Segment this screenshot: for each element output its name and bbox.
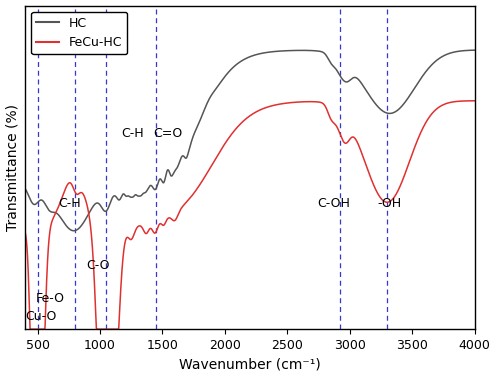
Text: Fe-O: Fe-O xyxy=(36,293,65,305)
FeCu-HC xyxy=(435,105,441,110)
FeCu-HC xyxy=(28,327,34,331)
FeCu-HC xyxy=(458,99,464,103)
X-axis label: Wavenumber (cm⁻¹): Wavenumber (cm⁻¹) xyxy=(179,357,321,371)
FeCu-HC xyxy=(236,123,242,128)
FeCu-HC xyxy=(215,153,221,158)
Line: FeCu-HC: FeCu-HC xyxy=(25,101,475,329)
HC xyxy=(215,84,221,89)
HC xyxy=(22,186,28,191)
FeCu-HC xyxy=(472,98,478,103)
FeCu-HC xyxy=(211,159,217,164)
FeCu-HC xyxy=(22,230,28,235)
Text: C-OH: C-OH xyxy=(317,197,350,210)
Text: C-H: C-H xyxy=(121,127,144,140)
Text: C-H: C-H xyxy=(58,197,81,210)
HC xyxy=(71,228,77,233)
HC xyxy=(458,49,464,53)
HC xyxy=(211,89,217,93)
Line: HC: HC xyxy=(25,50,475,231)
HC xyxy=(236,61,242,65)
Text: C-O: C-O xyxy=(86,259,110,272)
Legend: HC, FeCu-HC: HC, FeCu-HC xyxy=(31,12,127,54)
HC xyxy=(472,48,478,52)
Text: Cu-O: Cu-O xyxy=(25,310,57,323)
Y-axis label: Transmittance (%): Transmittance (%) xyxy=(5,104,19,231)
Text: C=O: C=O xyxy=(154,127,183,140)
HC xyxy=(349,77,355,81)
FeCu-HC xyxy=(349,135,355,139)
HC xyxy=(435,57,441,61)
Text: -OH: -OH xyxy=(377,197,401,210)
